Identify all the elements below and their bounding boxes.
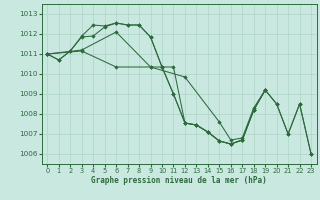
- X-axis label: Graphe pression niveau de la mer (hPa): Graphe pression niveau de la mer (hPa): [91, 176, 267, 185]
